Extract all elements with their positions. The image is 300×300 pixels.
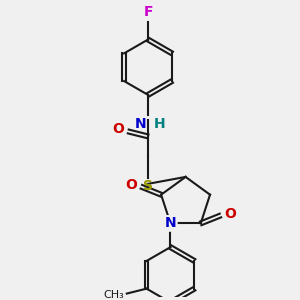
Text: F: F [143,5,153,19]
Text: S: S [143,179,153,193]
Text: O: O [224,206,236,220]
Text: H: H [154,117,166,130]
Text: N: N [165,216,176,230]
Text: N: N [134,117,146,130]
Text: O: O [112,122,124,136]
Text: CH₃: CH₃ [103,290,124,300]
Text: O: O [125,178,137,192]
